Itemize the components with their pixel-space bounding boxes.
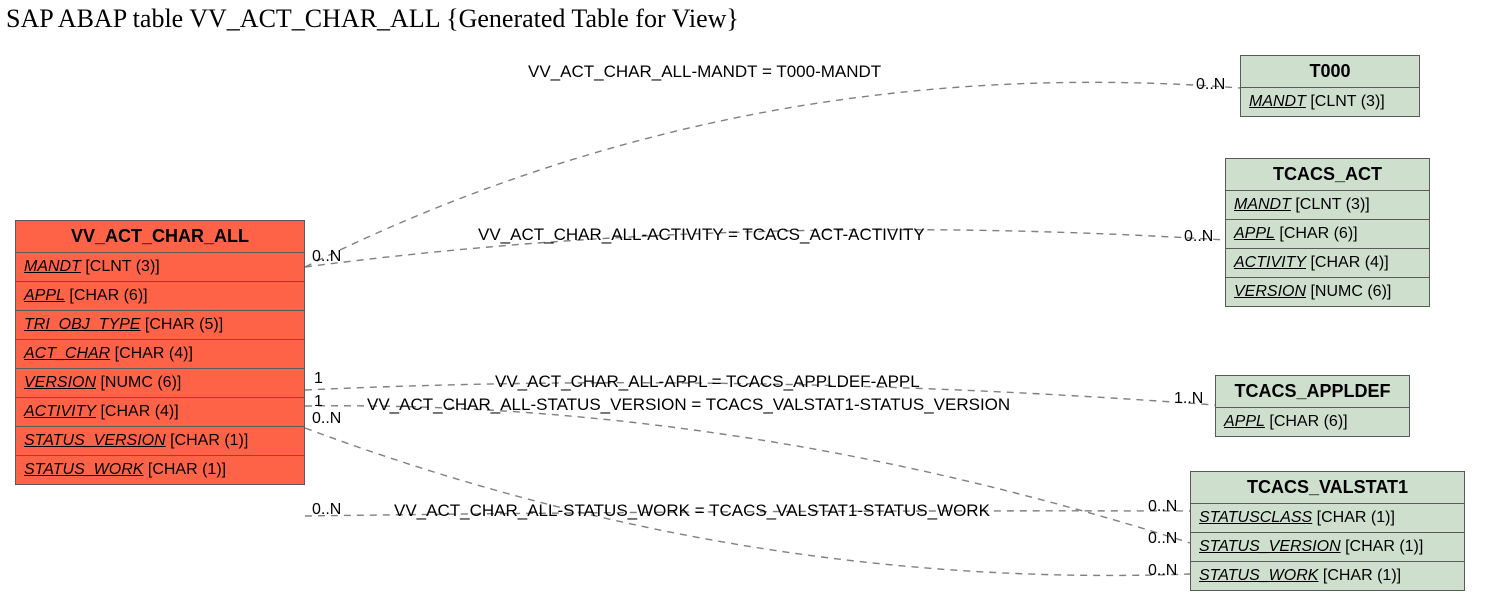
cardinality-from: 1 <box>314 393 323 411</box>
field-type: [CHAR (6)] <box>65 287 148 304</box>
field-type: [CHAR (6)] <box>1275 225 1358 242</box>
field-name: STATUS_WORK <box>24 461 143 478</box>
entity-field: VERSION [NUMC (6)] <box>16 369 304 398</box>
entity-field: ACTIVITY [CHAR (4)] <box>1226 249 1429 278</box>
field-type: [CHAR (4)] <box>96 403 179 420</box>
edge-label: VV_ACT_CHAR_ALL-APPL = TCACS_APPLDEF-APP… <box>495 372 920 392</box>
field-type: [CHAR (6)] <box>1265 413 1348 430</box>
entity-field: STATUSCLASS [CHAR (1)] <box>1191 504 1464 533</box>
entity-header: TCACS_ACT <box>1226 159 1429 191</box>
field-type: [CHAR (1)] <box>1312 509 1395 526</box>
field-type: [NUMC (6)] <box>1306 283 1391 300</box>
edge-label: VV_ACT_CHAR_ALL-STATUS_WORK = TCACS_VALS… <box>394 501 990 521</box>
cardinality-from: 1 <box>314 370 323 388</box>
field-name: ACTIVITY <box>24 403 96 420</box>
field-name: ACT_CHAR <box>24 345 110 362</box>
edge-label: VV_ACT_CHAR_ALL-STATUS_VERSION = TCACS_V… <box>367 395 1010 415</box>
field-type: [NUMC (6)] <box>96 374 181 391</box>
entity-field: MANDT [CLNT (3)] <box>16 253 304 282</box>
field-type: [CHAR (1)] <box>166 432 249 449</box>
entity-header: VV_ACT_CHAR_ALL <box>16 221 304 253</box>
entity-field: APPL [CHAR (6)] <box>16 282 304 311</box>
cardinality-to: 0..N <box>1148 530 1177 548</box>
entity-header: TCACS_VALSTAT1 <box>1191 472 1464 504</box>
entity-tcacs_valstat1: TCACS_VALSTAT1STATUSCLASS [CHAR (1)]STAT… <box>1190 471 1465 591</box>
cardinality-to: 0..N <box>1196 76 1225 94</box>
field-name: APPL <box>1224 413 1265 430</box>
field-type: [CLNT (3)] <box>81 258 160 275</box>
entity-field: STATUS_WORK [CHAR (1)] <box>1191 562 1464 590</box>
edge-label: VV_ACT_CHAR_ALL-MANDT = T000-MANDT <box>528 62 881 82</box>
field-name: APPL <box>1234 225 1275 242</box>
field-name: STATUS_WORK <box>1199 567 1318 584</box>
field-type: [CLNT (3)] <box>1306 93 1385 110</box>
entity-t000: T000MANDT [CLNT (3)] <box>1240 55 1420 117</box>
entity-field: APPL [CHAR (6)] <box>1216 408 1409 436</box>
entity-field: ACTIVITY [CHAR (4)] <box>16 398 304 427</box>
field-type: [CHAR (5)] <box>140 316 223 333</box>
cardinality-to: 0..N <box>1184 228 1213 246</box>
field-type: [CHAR (1)] <box>143 461 226 478</box>
entity-field: TRI_OBJ_TYPE [CHAR (5)] <box>16 311 304 340</box>
field-name: MANDT <box>1249 93 1306 110</box>
field-name: STATUS_VERSION <box>24 432 166 449</box>
entity-field: STATUS_VERSION [CHAR (1)] <box>16 427 304 456</box>
page-title: SAP ABAP table VV_ACT_CHAR_ALL {Generate… <box>6 4 739 34</box>
field-name: MANDT <box>24 258 81 275</box>
field-name: APPL <box>24 287 65 304</box>
field-type: [CHAR (4)] <box>1306 254 1389 271</box>
entity-header: TCACS_APPLDEF <box>1216 376 1409 408</box>
cardinality-from: 0..N <box>312 410 341 428</box>
entity-field: VERSION [NUMC (6)] <box>1226 278 1429 306</box>
entity-field: STATUS_VERSION [CHAR (1)] <box>1191 533 1464 562</box>
entity-field: APPL [CHAR (6)] <box>1226 220 1429 249</box>
field-name: VERSION <box>24 374 96 391</box>
field-type: [CHAR (4)] <box>110 345 193 362</box>
entity-main: VV_ACT_CHAR_ALLMANDT [CLNT (3)]APPL [CHA… <box>15 220 305 485</box>
cardinality-to: 0..N <box>1148 498 1177 516</box>
field-name: ACTIVITY <box>1234 254 1306 271</box>
field-name: STATUS_VERSION <box>1199 538 1341 555</box>
field-name: MANDT <box>1234 196 1291 213</box>
entity-header: T000 <box>1241 56 1419 88</box>
field-name: STATUSCLASS <box>1199 509 1312 526</box>
field-name: VERSION <box>1234 283 1306 300</box>
cardinality-from: 0..N <box>312 501 341 519</box>
entity-field: MANDT [CLNT (3)] <box>1241 88 1419 116</box>
field-type: [CLNT (3)] <box>1291 196 1370 213</box>
cardinality-to: 0..N <box>1148 562 1177 580</box>
edge-path <box>305 406 1190 543</box>
entity-field: STATUS_WORK [CHAR (1)] <box>16 456 304 484</box>
cardinality-to: 1..N <box>1174 390 1203 408</box>
cardinality-from: 0..N <box>312 248 341 266</box>
entity-tcacs_act: TCACS_ACTMANDT [CLNT (3)]APPL [CHAR (6)]… <box>1225 158 1430 307</box>
edge-label: VV_ACT_CHAR_ALL-ACTIVITY = TCACS_ACT-ACT… <box>478 225 925 245</box>
entity-field: ACT_CHAR [CHAR (4)] <box>16 340 304 369</box>
entity-tcacs_appldef: TCACS_APPLDEFAPPL [CHAR (6)] <box>1215 375 1410 437</box>
entity-field: MANDT [CLNT (3)] <box>1226 191 1429 220</box>
field-name: TRI_OBJ_TYPE <box>24 316 140 333</box>
field-type: [CHAR (1)] <box>1318 567 1401 584</box>
field-type: [CHAR (1)] <box>1341 538 1424 555</box>
